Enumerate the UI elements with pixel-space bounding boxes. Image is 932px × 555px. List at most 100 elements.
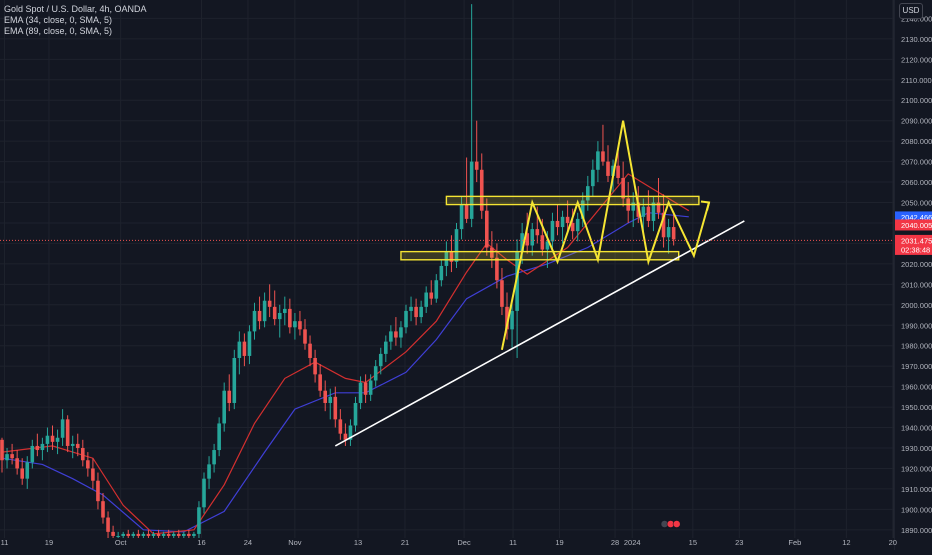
drawings[interactable] xyxy=(0,120,894,447)
time-tick-label: 20 xyxy=(889,538,897,547)
price-tag-label: 2042.466 xyxy=(901,213,932,222)
candle-body xyxy=(166,533,171,536)
time-tick-label: 19 xyxy=(45,538,53,547)
candle-body xyxy=(192,533,196,536)
candle-body xyxy=(530,229,535,246)
price-tag xyxy=(895,234,932,246)
time-tick-label: 28 xyxy=(611,538,619,547)
candle-body xyxy=(222,390,226,424)
candle-body xyxy=(444,251,449,266)
price-tick-label: 1930.000 xyxy=(901,444,932,453)
candle-body xyxy=(384,341,388,354)
candle-body xyxy=(414,306,418,318)
currency-button[interactable]: USD xyxy=(899,3,923,19)
time-tick-label: Oct xyxy=(115,538,128,547)
resistance-zone[interactable] xyxy=(445,195,700,206)
candle-body xyxy=(146,533,151,536)
candle-body xyxy=(560,216,565,228)
candle-body xyxy=(525,233,529,246)
time-tick-label: 12 xyxy=(842,538,850,547)
event-flag-icon[interactable] xyxy=(672,520,681,528)
candle-body xyxy=(373,366,378,381)
time-tick-label: 15 xyxy=(689,538,697,547)
candle-body xyxy=(45,435,50,444)
candle-body xyxy=(267,300,272,307)
candle-body xyxy=(671,227,676,240)
price-tick-label: 2000.000 xyxy=(901,301,932,310)
candle-body xyxy=(459,204,464,230)
price-tick-label: 2050.000 xyxy=(901,199,932,208)
candle-body xyxy=(540,235,545,250)
candle-body xyxy=(151,533,156,536)
candle-body xyxy=(439,265,444,281)
candle-body xyxy=(101,501,105,518)
price-tick-label: 2060.000 xyxy=(901,178,932,187)
candle-body xyxy=(60,419,65,438)
candle-body xyxy=(474,161,479,170)
candle-body xyxy=(535,229,540,236)
zigzag-path[interactable] xyxy=(500,120,710,351)
price-tick-label: 1990.000 xyxy=(901,321,932,330)
candle-body xyxy=(141,533,146,536)
candle-body xyxy=(358,382,363,403)
candle-body xyxy=(606,161,610,176)
candle-body xyxy=(616,165,620,178)
candle-body xyxy=(545,241,550,250)
time-axis-bg xyxy=(0,538,894,550)
price-tick-label: 1890.000 xyxy=(901,526,932,535)
candle-body xyxy=(171,533,176,536)
candle-body xyxy=(646,206,651,221)
candle-body xyxy=(399,327,403,338)
candle-body xyxy=(520,233,524,252)
candle-body xyxy=(424,292,428,307)
candle-body xyxy=(257,310,262,322)
time-tick-label: 21 xyxy=(401,538,409,547)
candle-body xyxy=(621,177,625,199)
ema34-legend[interactable]: EMA (34, close, 0, SMA, 5) xyxy=(4,15,113,25)
candle-body xyxy=(298,321,302,330)
candle-body xyxy=(293,321,297,328)
candle-body xyxy=(565,216,570,223)
candle-body xyxy=(25,462,30,479)
candle-body xyxy=(338,419,343,434)
price-tick-label: 2010.000 xyxy=(901,280,932,289)
candle-body xyxy=(212,450,216,465)
candle-body xyxy=(86,460,90,469)
candle-body xyxy=(156,533,161,536)
price-tick-label: 1900.000 xyxy=(901,505,932,514)
ema89-legend[interactable]: EMA (89, close, 0, SMA, 5) xyxy=(4,26,113,36)
price-axis[interactable]: 2140.0002130.0002120.0002110.0002100.000… xyxy=(893,0,932,550)
candle-body xyxy=(70,443,75,446)
candle-body xyxy=(207,464,211,479)
candle-body xyxy=(394,331,398,338)
time-tick-label: 23 xyxy=(735,538,743,547)
time-tick-label: 24 xyxy=(244,538,252,547)
candle-body xyxy=(505,306,509,330)
time-tick-label: 13 xyxy=(354,538,362,547)
candle-body xyxy=(252,310,257,332)
candle-body xyxy=(30,445,35,463)
candle-body xyxy=(10,454,14,459)
candle-body xyxy=(81,447,85,461)
candle-body xyxy=(308,343,312,358)
candle-body xyxy=(368,380,373,395)
candle-body xyxy=(197,507,201,534)
candle-body xyxy=(429,292,434,299)
arrow-head xyxy=(700,200,711,211)
candle-body xyxy=(666,227,671,238)
candle-body xyxy=(182,533,186,536)
candle-body xyxy=(187,533,191,536)
price-tick-label: 1940.000 xyxy=(901,424,932,433)
candle-body xyxy=(333,396,338,420)
ascending-trendline[interactable] xyxy=(334,220,745,447)
price-tick-label: 2090.000 xyxy=(901,117,932,126)
time-axis[interactable]: 11 19 Oct 16 24 Nov 13 21 Dec 11 19 28 2024 15 23 Feb 12… xyxy=(0,520,897,550)
price-tag xyxy=(895,219,932,231)
candle-body xyxy=(591,169,595,187)
support-zone[interactable] xyxy=(400,250,680,261)
candle-body xyxy=(495,257,499,281)
symbol-title[interactable]: Gold Spot / U.S. Dollar, 4h, OANDA xyxy=(4,4,147,14)
candle-body xyxy=(479,169,484,211)
